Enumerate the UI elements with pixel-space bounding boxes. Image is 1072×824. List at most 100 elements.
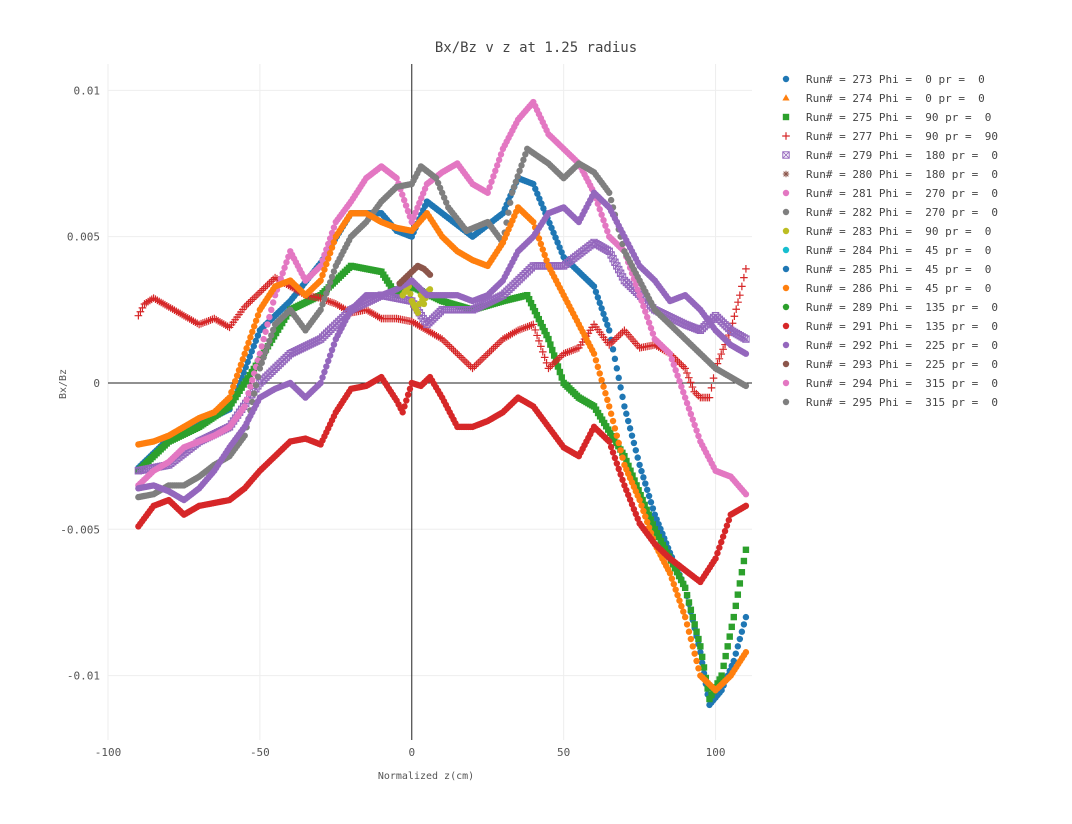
data-point xyxy=(321,295,328,303)
data-point xyxy=(472,360,481,369)
data-point xyxy=(269,299,277,306)
data-point xyxy=(279,270,286,277)
data-point xyxy=(649,521,656,528)
data-point xyxy=(600,383,607,390)
data-point xyxy=(625,417,632,425)
data-point xyxy=(330,299,338,308)
data-point xyxy=(636,461,643,469)
data-point xyxy=(621,403,628,410)
data-point xyxy=(623,457,630,465)
data-point xyxy=(520,156,527,164)
data-point xyxy=(606,189,613,196)
data-point xyxy=(596,413,604,420)
data-point xyxy=(666,350,674,357)
data-point xyxy=(700,664,708,671)
legend-label: Run# = 281 Phi = 270 pr = 0 xyxy=(806,187,998,200)
data-point xyxy=(326,297,334,306)
data-point xyxy=(693,628,700,635)
data-point xyxy=(543,331,550,339)
data-point xyxy=(548,224,555,232)
data-point xyxy=(554,355,562,364)
data-point xyxy=(717,350,726,358)
data-point xyxy=(674,591,681,599)
data-point xyxy=(440,337,448,345)
data-point xyxy=(461,357,469,365)
data-point xyxy=(244,299,253,308)
data-point xyxy=(719,345,727,354)
data-point xyxy=(254,312,262,319)
data-point xyxy=(736,291,744,299)
data-point xyxy=(547,341,554,348)
data-point xyxy=(678,383,685,390)
data-point xyxy=(550,359,558,367)
data-point xyxy=(569,346,577,354)
data-point xyxy=(434,179,442,187)
data-point xyxy=(596,299,603,307)
data-point xyxy=(325,357,332,365)
data-point xyxy=(266,337,273,345)
data-point xyxy=(742,335,750,343)
legend-item: Run# = 283 Phi = 90 pr = 0 xyxy=(782,225,991,238)
data-point xyxy=(546,362,555,371)
data-point xyxy=(558,249,565,256)
data-point xyxy=(720,662,727,670)
data-point xyxy=(643,486,651,493)
data-point xyxy=(680,388,687,396)
data-point xyxy=(634,286,641,293)
legend-label: Run# = 279 Phi = 180 pr = 0 xyxy=(806,149,998,162)
data-point xyxy=(686,378,695,387)
data-point xyxy=(552,234,559,241)
data-point xyxy=(197,319,205,328)
data-point xyxy=(609,417,617,425)
data-point xyxy=(529,320,538,329)
data-point xyxy=(444,340,452,349)
legend-item: Run# = 282 Phi = 270 pr = 0 xyxy=(782,206,998,219)
data-point xyxy=(518,162,525,169)
data-point xyxy=(687,635,695,643)
data-point xyxy=(732,305,741,314)
data-point xyxy=(722,652,729,660)
data-point xyxy=(426,271,434,278)
data-point xyxy=(606,327,613,334)
data-point xyxy=(630,439,638,447)
data-point xyxy=(668,575,676,582)
data-point xyxy=(607,410,615,417)
data-point xyxy=(276,323,284,330)
data-point xyxy=(540,353,549,362)
data-point xyxy=(607,196,615,204)
data-point xyxy=(319,301,326,308)
data-point xyxy=(533,311,541,319)
data-point xyxy=(537,342,545,351)
data-point xyxy=(676,377,683,385)
data-point xyxy=(706,695,713,703)
data-point xyxy=(404,391,412,398)
data-point xyxy=(604,396,611,404)
data-point xyxy=(602,390,609,397)
data-point xyxy=(459,355,467,364)
data-point xyxy=(245,339,252,346)
data-point xyxy=(693,657,700,665)
data-point xyxy=(600,419,608,427)
data-point xyxy=(283,259,290,266)
data-point xyxy=(436,184,444,192)
legend-item: Run# = 293 Phi = 225 pr = 0 xyxy=(782,358,998,371)
data-point xyxy=(258,359,265,367)
data-point xyxy=(482,351,490,360)
data-point xyxy=(323,290,330,297)
data-point xyxy=(723,522,731,529)
data-point xyxy=(673,357,682,365)
data-point xyxy=(455,351,464,360)
data-point xyxy=(609,337,617,346)
data-point xyxy=(742,613,750,621)
data-point xyxy=(632,447,640,454)
data-point xyxy=(726,633,733,640)
legend-item: Run# = 273 Phi = 0 pr = 0 xyxy=(782,73,985,86)
data-point xyxy=(641,501,648,509)
data-point xyxy=(317,277,324,284)
data-point xyxy=(514,173,521,180)
data-point xyxy=(725,516,733,524)
data-points xyxy=(134,98,750,709)
data-point xyxy=(239,356,246,363)
data-point xyxy=(642,308,649,315)
